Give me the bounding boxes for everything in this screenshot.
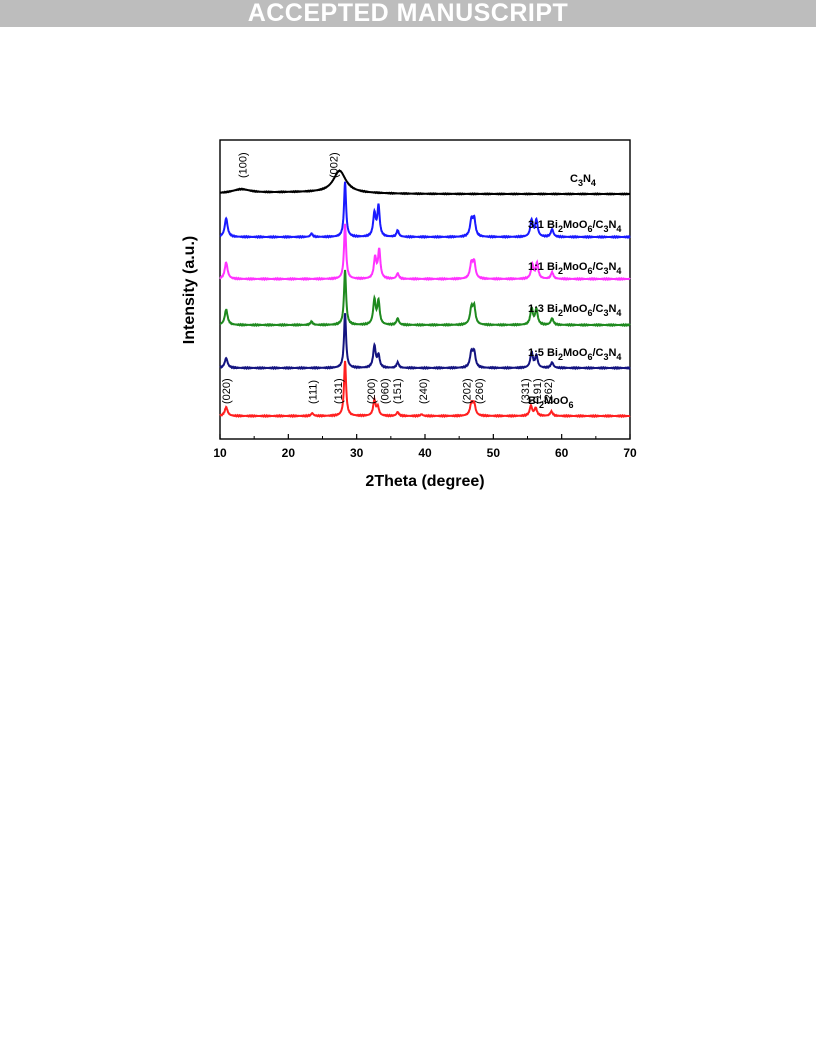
y-axis-label: Intensity (a.u.) <box>181 236 198 344</box>
accepted-manuscript-banner: ACCEPTED MANUSCRIPT <box>0 0 816 27</box>
x-tick-label-70: 70 <box>623 446 637 460</box>
series-line-4 <box>219 269 631 328</box>
peak-annotation-8: (151) <box>392 378 404 404</box>
series-line-5 <box>219 313 631 371</box>
x-tick-label-10: 10 <box>213 446 227 460</box>
x-tick-label-40: 40 <box>418 446 432 460</box>
peak-annotation-1: (100) <box>238 152 250 178</box>
x-tick-label-50: 50 <box>487 446 501 460</box>
series-line-2 <box>219 181 631 240</box>
series-label-6: Bi2MoO6 <box>528 395 573 410</box>
series-line-3 <box>219 223 631 282</box>
xrd-chart: C3N4 3:1 Bi2MoO6/C3N4 1:1 Bi2MoO6/C3N4 1:3 … <box>181 139 637 490</box>
x-tick-label-30: 30 <box>350 446 364 460</box>
peak-annotation-10: (202) <box>462 378 474 404</box>
series-label-4: 1:3 Bi2MoO6/C3N4 <box>528 303 621 318</box>
peak-annotation-7: (060) <box>380 378 392 404</box>
x-tick-label-20: 20 <box>282 446 296 460</box>
series-label-5: 1:5 Bi2MoO6/C3N4 <box>528 347 621 362</box>
x-axis-label: 2Theta (degree) <box>365 473 484 490</box>
series-label-layer: C3N4 3:1 Bi2MoO6/C3N4 1:1 Bi2MoO6/C3N4 1:3 … <box>528 173 621 410</box>
peak-annotation-4: (111) <box>307 380 319 404</box>
peak-annotation-11: (260) <box>474 378 486 404</box>
series-layer <box>219 169 631 419</box>
series-label-3: 1:1 Bi2MoO6/C3N4 <box>528 261 621 276</box>
series-label-2: 3:1 Bi2MoO6/C3N4 <box>528 219 621 234</box>
peak-annotation-2: (002) <box>328 152 340 178</box>
series-line-6 <box>219 360 631 419</box>
peak-annotation-9: (240) <box>418 378 430 404</box>
peak-annotation-3: (020) <box>221 378 233 404</box>
xrd-figure: C3N4 3:1 Bi2MoO6/C3N4 1:1 Bi2MoO6/C3N4 1:3 … <box>178 136 640 492</box>
peak-annotation-6: (200) <box>366 378 378 404</box>
peak-annotation-12: (331) <box>520 378 532 404</box>
x-tick-label-60: 60 <box>555 446 569 460</box>
x-tick-layer: 10 20 30 40 50 60 70 <box>213 434 637 460</box>
peak-annotation-13: (191) <box>532 378 544 404</box>
peak-annotation-5: (131) <box>333 378 345 404</box>
series-line-1 <box>219 169 631 196</box>
peak-annotation-14: (262) <box>543 378 555 404</box>
series-label-1: C3N4 <box>570 173 596 188</box>
peak-annotation-layer: (100) (002) (020) (111) (131) (200) (060) (151)… <box>221 152 555 404</box>
